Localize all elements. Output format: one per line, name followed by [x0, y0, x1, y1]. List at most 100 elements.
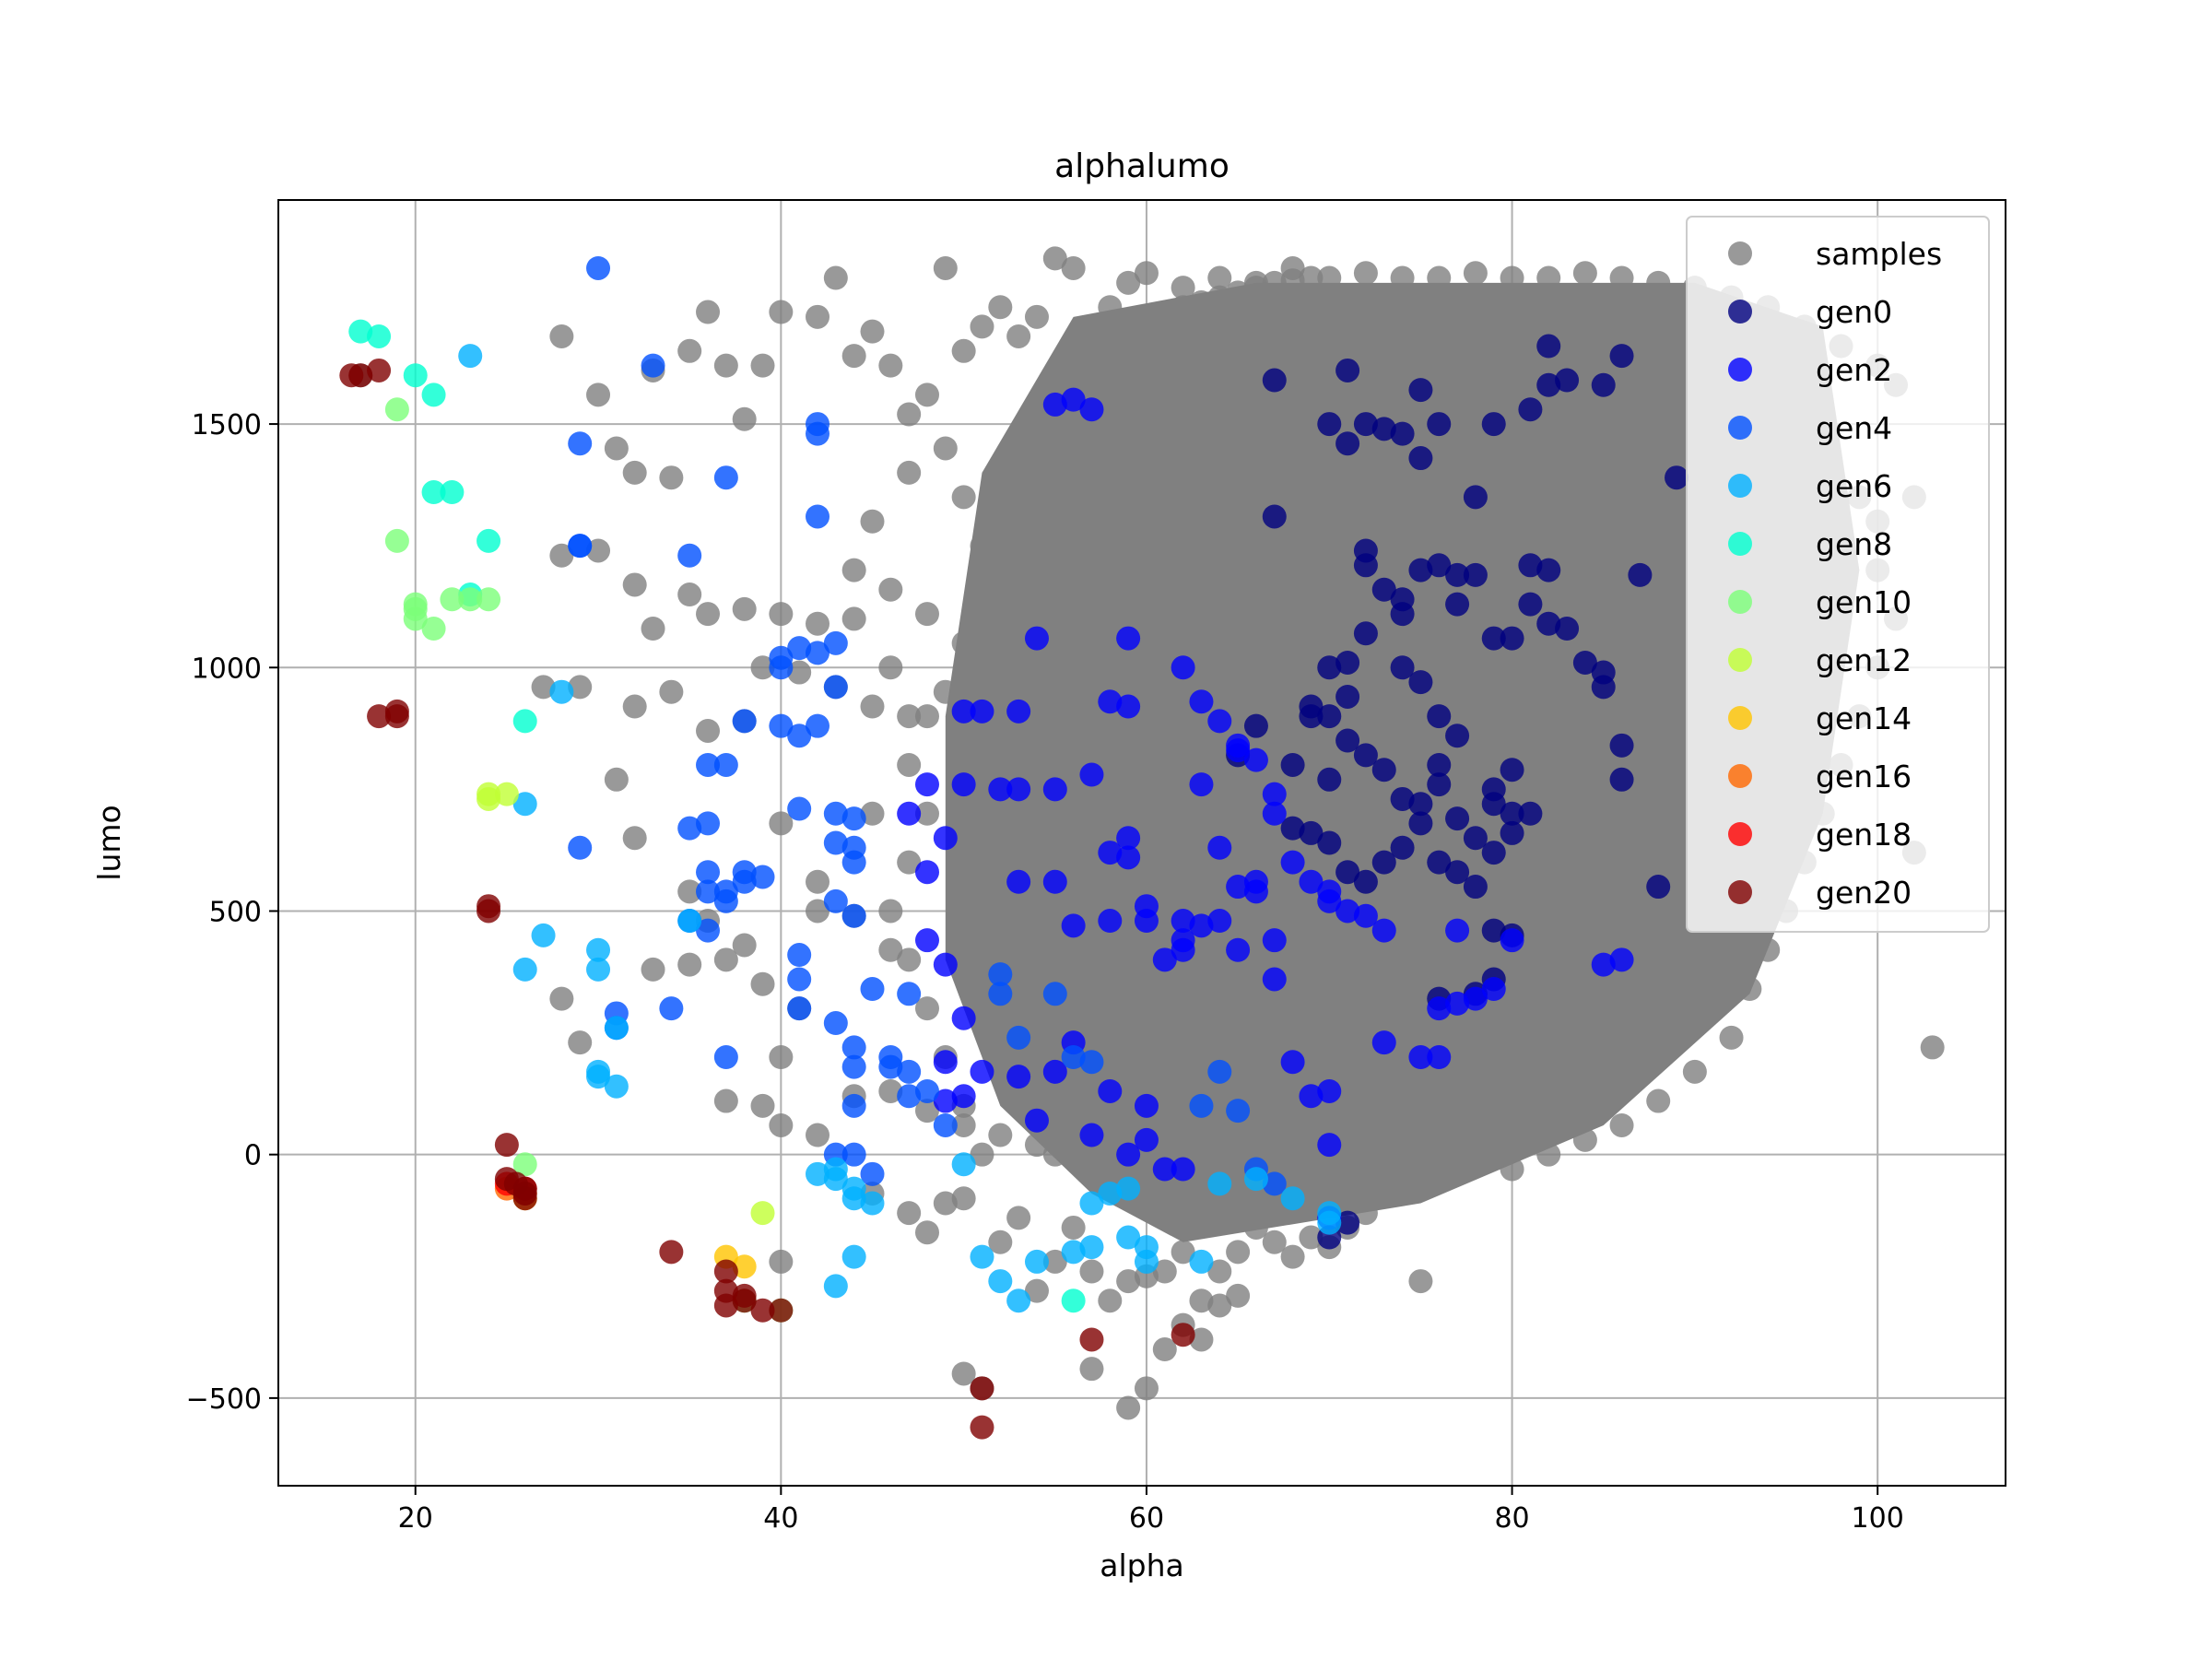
data-point — [1628, 562, 1653, 587]
data-point — [696, 860, 721, 885]
y-tick-label: 500 — [209, 896, 262, 928]
data-point — [1061, 255, 1086, 280]
data-point — [806, 641, 830, 665]
data-point — [769, 602, 794, 627]
data-point — [769, 713, 794, 738]
data-point — [970, 314, 994, 339]
data-point — [384, 528, 409, 553]
data-point — [1061, 1045, 1086, 1069]
data-point — [897, 460, 922, 485]
legend-marker — [1728, 880, 1752, 904]
data-point — [1006, 869, 1031, 894]
data-point — [1353, 261, 1378, 286]
data-point — [1061, 913, 1086, 938]
data-point — [1682, 1059, 1707, 1084]
data-point — [878, 899, 903, 924]
data-point — [477, 894, 501, 919]
data-point — [1335, 899, 1360, 924]
data-point — [1171, 276, 1195, 300]
data-point — [1609, 733, 1634, 758]
data-point — [933, 1191, 958, 1216]
data-point — [914, 382, 939, 407]
data-point — [586, 957, 611, 982]
data-point — [586, 1059, 611, 1084]
data-point — [1463, 875, 1488, 900]
data-point — [1079, 1327, 1104, 1352]
data-point — [1427, 704, 1452, 729]
data-point — [1262, 1171, 1287, 1196]
data-point — [933, 1088, 958, 1113]
data-point — [1006, 699, 1031, 724]
data-point — [367, 704, 392, 729]
legend-label: gen4 — [1816, 410, 1892, 446]
data-point — [1371, 1030, 1396, 1055]
data-point — [787, 996, 812, 1021]
data-point — [841, 1142, 866, 1167]
data-point — [1427, 772, 1452, 797]
data-point — [713, 353, 738, 378]
data-point — [421, 382, 446, 407]
data-point — [970, 699, 994, 724]
data-point — [641, 957, 665, 982]
data-point — [1555, 368, 1580, 393]
data-point — [512, 709, 537, 734]
legend-marker — [1728, 532, 1752, 556]
data-point — [933, 1050, 958, 1075]
data-point — [1353, 621, 1378, 646]
data-point — [1152, 1337, 1177, 1362]
data-point — [1500, 626, 1524, 651]
data-point — [1518, 553, 1543, 578]
data-point — [1427, 553, 1452, 578]
data-point — [897, 947, 922, 972]
data-point — [1116, 1395, 1141, 1420]
data-point — [860, 319, 885, 344]
data-point — [750, 1298, 775, 1323]
data-point — [951, 1361, 976, 1386]
data-point — [1226, 937, 1251, 962]
data-point — [933, 1112, 958, 1137]
data-point — [1152, 1259, 1177, 1284]
data-point — [1079, 397, 1104, 422]
data-point — [677, 816, 702, 841]
data-point — [1427, 996, 1452, 1021]
data-point — [1280, 850, 1305, 875]
data-point — [531, 923, 556, 947]
data-point — [713, 1259, 738, 1284]
data-point — [696, 918, 721, 943]
data-point — [1134, 1376, 1159, 1401]
data-point — [713, 465, 738, 490]
data-point — [531, 675, 556, 700]
data-point — [860, 977, 885, 1002]
data-point — [1317, 888, 1342, 913]
legend-label: gen16 — [1816, 759, 1912, 794]
data-point — [769, 1298, 794, 1323]
data-point — [549, 679, 574, 704]
data-point — [1572, 650, 1597, 675]
data-point — [512, 792, 537, 817]
legend-label: gen8 — [1816, 526, 1892, 562]
data-point — [750, 971, 775, 996]
data-point — [1079, 1123, 1104, 1147]
data-point — [951, 1084, 976, 1109]
data-point — [1171, 937, 1195, 962]
data-point — [1006, 777, 1031, 802]
data-point — [1335, 684, 1360, 709]
data-point — [1445, 592, 1470, 617]
data-point — [914, 1078, 939, 1103]
data-point — [951, 1006, 976, 1030]
data-point — [988, 777, 1013, 802]
data-point — [421, 617, 446, 641]
data-point — [1134, 1093, 1159, 1118]
data-point — [1536, 334, 1561, 359]
data-point — [769, 655, 794, 680]
data-point — [914, 602, 939, 627]
data-point — [1226, 733, 1251, 758]
data-point — [677, 338, 702, 363]
y-tick-label: −500 — [186, 1383, 262, 1416]
data-point — [403, 363, 428, 388]
data-point — [1299, 1084, 1324, 1109]
data-point — [1371, 758, 1396, 782]
data-point — [1665, 465, 1689, 490]
data-point — [1042, 246, 1067, 271]
